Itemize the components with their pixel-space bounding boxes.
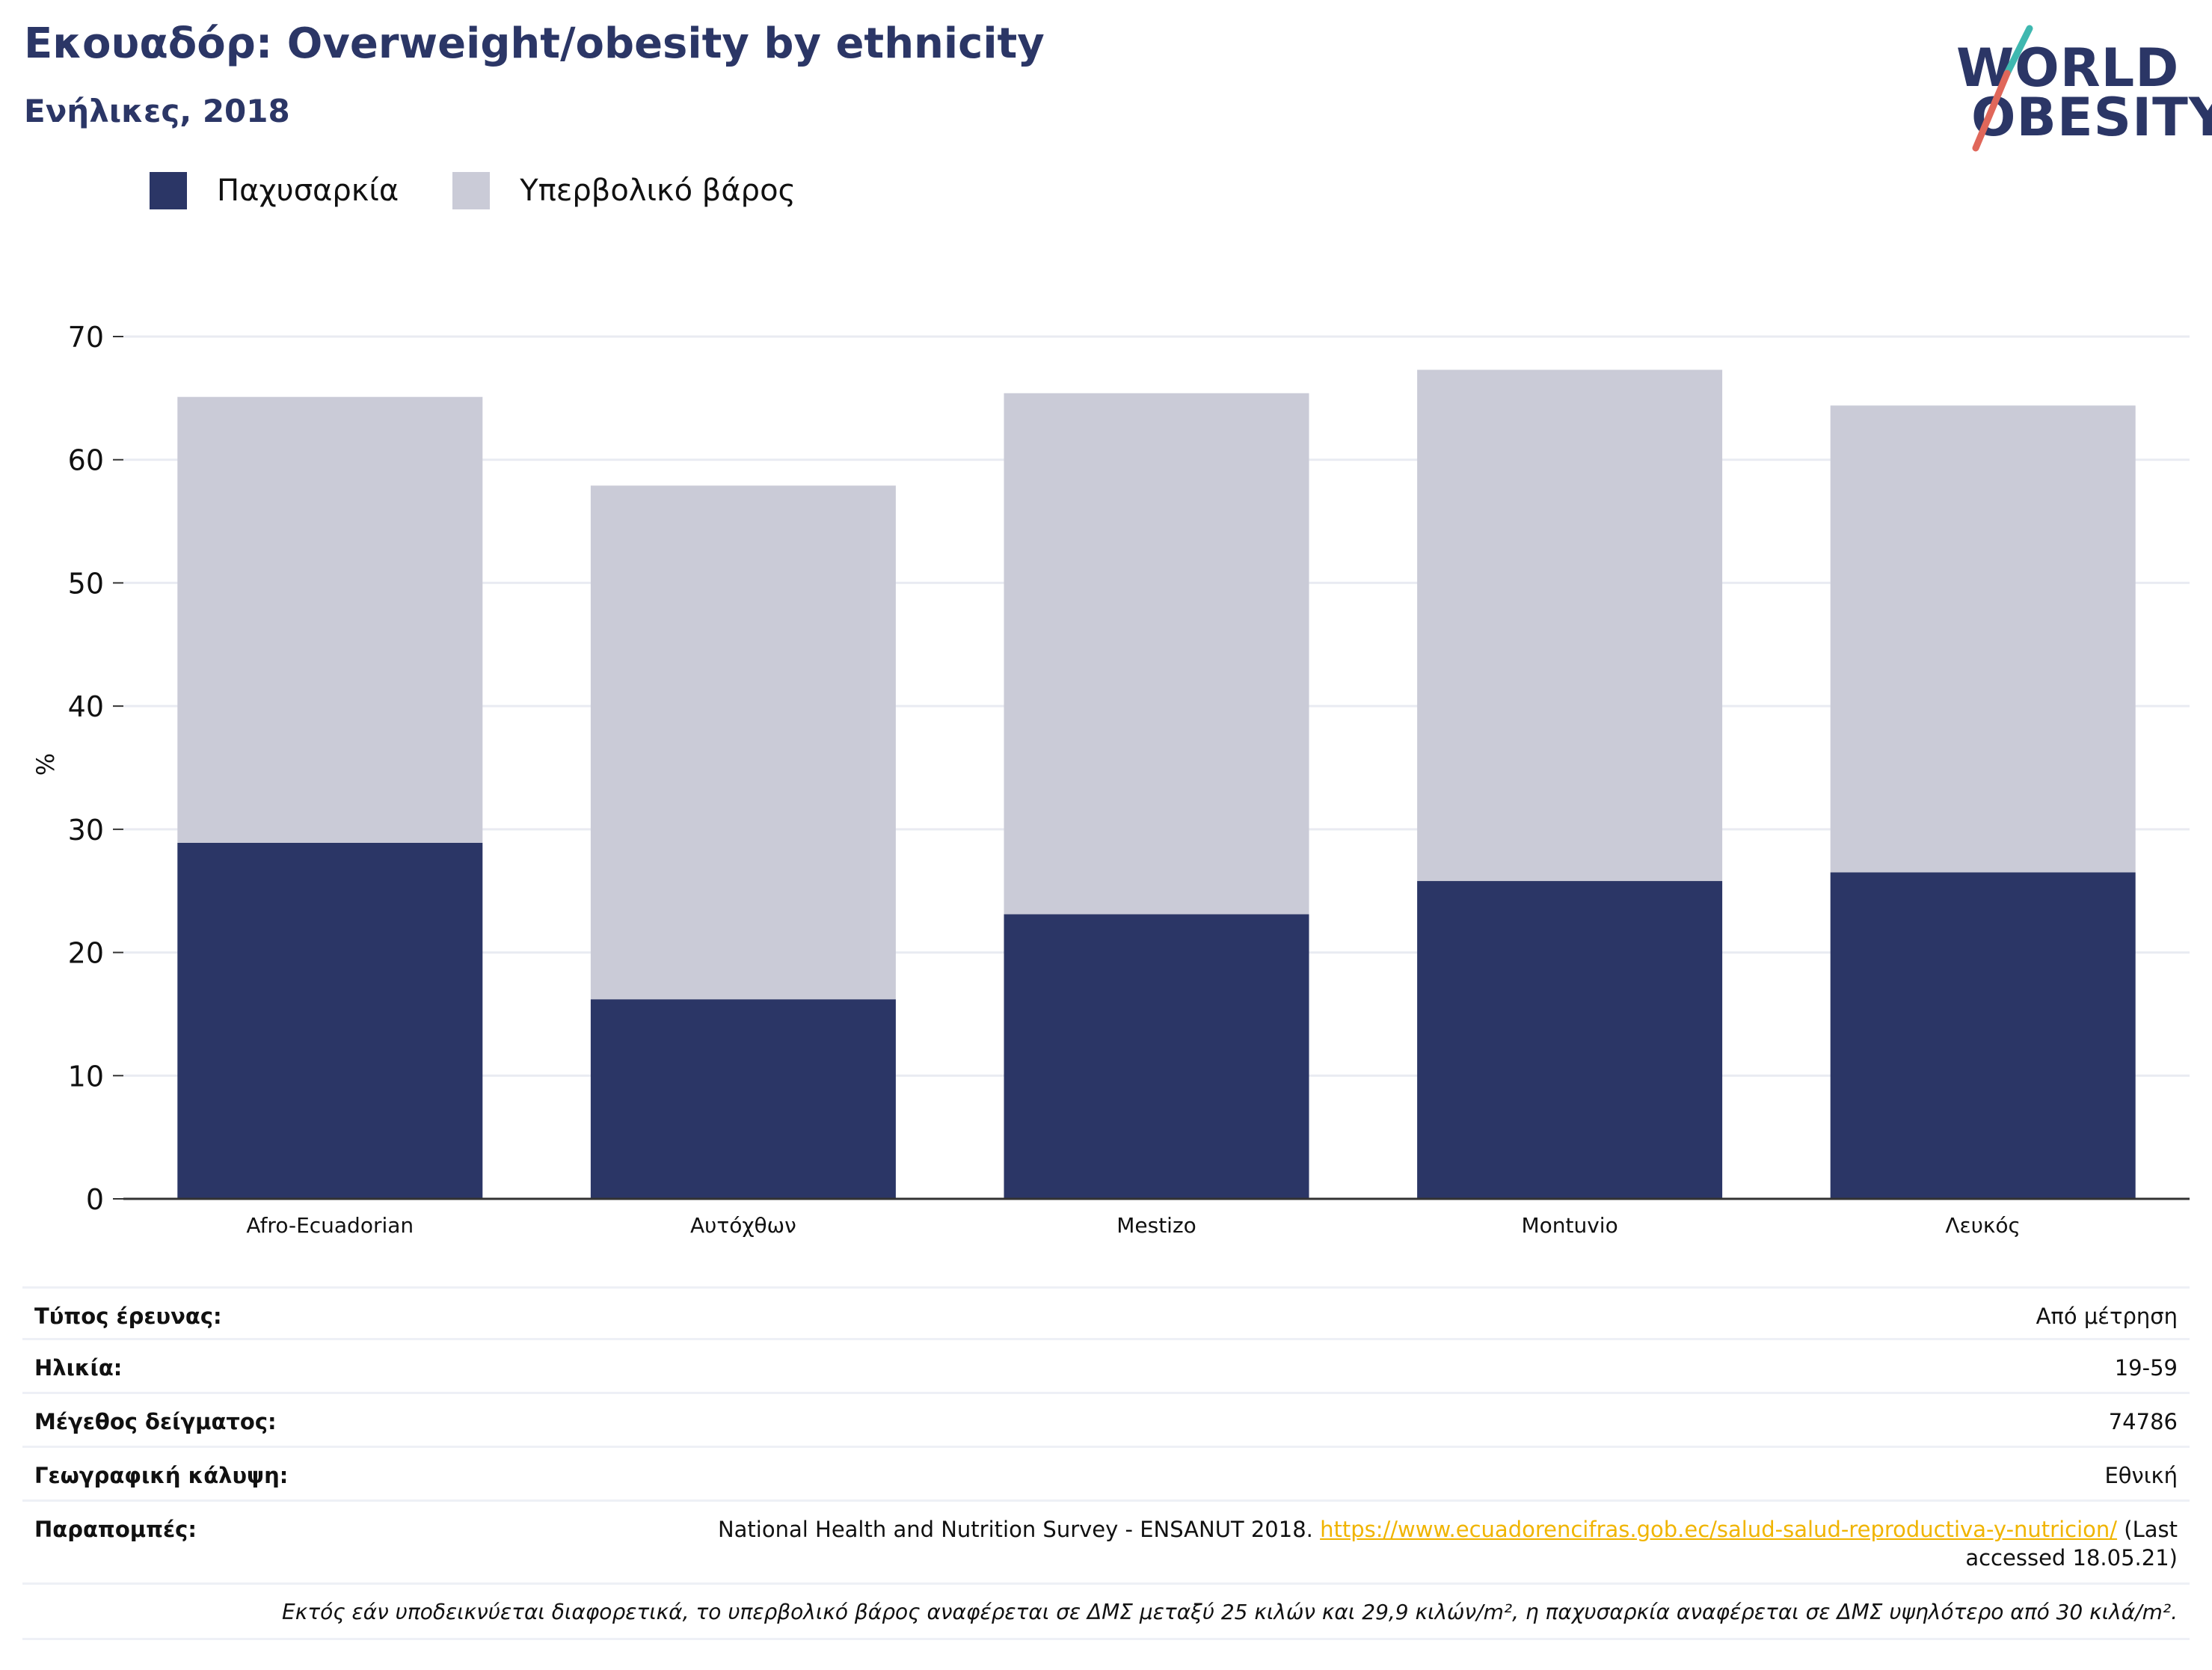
- logo-word-world: WORLD: [1956, 37, 2180, 99]
- y-tick-label: 60: [68, 444, 104, 477]
- references-text: National Health and Nutrition Survey - E…: [717, 1517, 1313, 1542]
- y-axis-label: %: [31, 753, 60, 776]
- bar-overweight: [590, 485, 896, 1000]
- bar-obesity: [1004, 914, 1309, 1199]
- info-key: Παραπομπές:: [34, 1517, 197, 1542]
- bar-overweight: [1417, 369, 1723, 882]
- info-row-sample-size: Μέγεθος δείγματος: 74786: [22, 1394, 2190, 1448]
- legend-item-overweight: Υπερβολικό βάρος: [452, 172, 796, 209]
- info-row-survey-type: Τύπος έρευνας: Από μέτρηση: [22, 1286, 2190, 1340]
- x-tick-label: Montuvio: [1521, 1213, 1617, 1238]
- legend-label-obesity: Παχυσαρκία: [217, 174, 399, 208]
- logo-word-obesity: OBESITY: [1971, 87, 2212, 148]
- x-tick-label: Afro-Ecuadorian: [246, 1213, 414, 1238]
- info-key: Τύπος έρευνας:: [34, 1304, 222, 1329]
- survey-info-table: Τύπος έρευνας: Από μέτρηση Ηλικία: 19-59…: [22, 1286, 2190, 1640]
- y-tick-label: 20: [68, 937, 104, 970]
- legend-swatch-obesity: [150, 172, 187, 209]
- legend-label-overweight: Υπερβολικό βάρος: [520, 174, 796, 208]
- legend-swatch-overweight: [452, 172, 491, 209]
- info-key: Ηλικία:: [34, 1355, 123, 1381]
- info-value: Από μέτρηση: [2036, 1304, 2178, 1329]
- references-value: National Health and Nutrition Survey - E…: [645, 1502, 2178, 1582]
- bar-obesity: [1417, 881, 1723, 1199]
- info-row-age: Ηλικία: 19-59: [22, 1340, 2190, 1394]
- bar-overweight: [177, 396, 483, 843]
- info-key: Γεωγραφική κάλυψη:: [34, 1463, 289, 1488]
- references-link[interactable]: https://www.ecuadorencifras.gob.ec/salud…: [1320, 1517, 2118, 1542]
- info-row-coverage: Γεωγραφική κάλυψη: Εθνική: [22, 1448, 2190, 1502]
- y-tick-label: 10: [68, 1060, 104, 1093]
- references-suffix: (Last accessed 18.05.21): [1965, 1517, 2178, 1571]
- info-value: Εθνική: [2104, 1463, 2178, 1488]
- bmi-footnote: Εκτός εάν υποδεικνύεται διαφορετικά, το …: [22, 1585, 2190, 1640]
- bar-obesity: [590, 999, 896, 1199]
- logo-slash-icon: [1972, 25, 2033, 152]
- world-obesity-logo: WORLD OBESITY: [1952, 22, 2212, 157]
- x-tick-label: Λευκός: [1945, 1213, 2021, 1238]
- y-tick-label: 40: [68, 690, 104, 723]
- legend-item-obesity: Παχυσαρκία: [150, 172, 399, 209]
- x-tick-label: Αυτόχθων: [690, 1213, 796, 1238]
- y-tick-label: 70: [68, 321, 104, 354]
- info-row-references: Παραπομπές: National Health and Nutritio…: [22, 1502, 2190, 1585]
- chart-title: Εκουαδόρ: Overweight/obesity by ethnicit…: [24, 19, 1045, 68]
- info-key: Μέγεθος δείγματος:: [34, 1409, 277, 1434]
- stacked-bar-chart: 0 10 20 30 40 50 60 70% Afro-Ecuadorian Αυτόχθων M…: [31, 321, 2190, 1238]
- bar-overweight: [1830, 405, 2136, 873]
- info-value: 19-59: [2114, 1355, 2178, 1381]
- bar-obesity: [1830, 872, 2136, 1199]
- chart-legend: Παχυσαρκία Υπερβολικό βάρος: [150, 172, 850, 209]
- y-tick-label: 30: [68, 814, 104, 847]
- y-tick-label: 0: [86, 1183, 104, 1216]
- y-tick-label: 50: [68, 567, 104, 600]
- info-value: 74786: [2108, 1409, 2178, 1434]
- bar-overweight: [1004, 393, 1309, 915]
- chart-subtitle: Ενήλικες, 2018: [24, 93, 290, 129]
- x-tick-label: Mestizo: [1116, 1213, 1196, 1238]
- bar-obesity: [177, 842, 483, 1199]
